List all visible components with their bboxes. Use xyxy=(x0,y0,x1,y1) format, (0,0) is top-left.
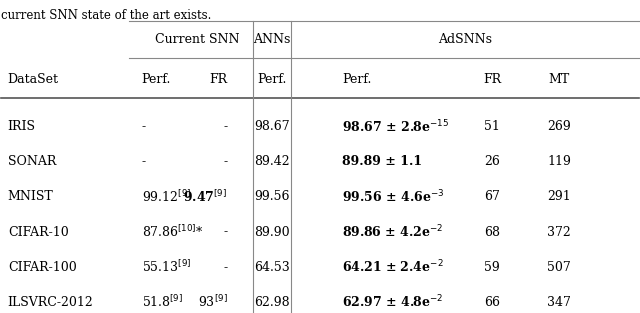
Text: Perf.: Perf. xyxy=(257,73,287,86)
Text: SONAR: SONAR xyxy=(8,155,56,168)
Text: 64.21 ± 2.4e$^{-2}$: 64.21 ± 2.4e$^{-2}$ xyxy=(342,259,444,275)
Text: 291: 291 xyxy=(547,190,571,203)
Text: -: - xyxy=(223,120,228,133)
Text: -: - xyxy=(141,120,146,133)
Text: 269: 269 xyxy=(547,120,571,133)
Text: IRIS: IRIS xyxy=(8,120,36,133)
Text: 55.13$^{[9]}$: 55.13$^{[9]}$ xyxy=(141,259,191,275)
Text: ILSVRC-2012: ILSVRC-2012 xyxy=(8,296,93,309)
Text: 372: 372 xyxy=(547,226,571,239)
Text: CIFAR-100: CIFAR-100 xyxy=(8,261,77,274)
Text: 99.56 ± 4.6e$^{-3}$: 99.56 ± 4.6e$^{-3}$ xyxy=(342,189,445,205)
Text: 62.97 ± 4.8e$^{-2}$: 62.97 ± 4.8e$^{-2}$ xyxy=(342,294,444,310)
Text: ANNs: ANNs xyxy=(253,33,291,46)
Text: 64.53: 64.53 xyxy=(254,261,290,274)
Text: 51: 51 xyxy=(484,120,500,133)
Text: -: - xyxy=(223,261,228,274)
Text: 89.86 ± 4.2e$^{-2}$: 89.86 ± 4.2e$^{-2}$ xyxy=(342,224,444,240)
Text: 89.42: 89.42 xyxy=(254,155,290,168)
Text: Current SNN: Current SNN xyxy=(155,33,239,46)
Text: -: - xyxy=(223,155,228,168)
Text: current SNN state of the art exists.: current SNN state of the art exists. xyxy=(1,9,212,22)
Text: 99.56: 99.56 xyxy=(255,190,290,203)
Text: 62.98: 62.98 xyxy=(254,296,290,309)
Text: 67: 67 xyxy=(484,190,500,203)
Text: 9.47$^{[9]}$: 9.47$^{[9]}$ xyxy=(183,189,228,205)
Text: CIFAR-10: CIFAR-10 xyxy=(8,226,68,239)
Text: 119: 119 xyxy=(547,155,571,168)
Text: 26: 26 xyxy=(484,155,500,168)
Text: DataSet: DataSet xyxy=(8,73,59,86)
Text: -: - xyxy=(141,155,146,168)
Text: MT: MT xyxy=(548,73,570,86)
Text: 98.67: 98.67 xyxy=(254,120,290,133)
Text: 66: 66 xyxy=(484,296,500,309)
Text: AdSNNs: AdSNNs xyxy=(438,33,492,46)
Text: 89.90: 89.90 xyxy=(254,226,290,239)
Text: Perf.: Perf. xyxy=(342,73,372,86)
Text: 99.12$^{[9]}$: 99.12$^{[9]}$ xyxy=(141,189,191,205)
Text: 51.8$^{[9]}$: 51.8$^{[9]}$ xyxy=(141,295,182,310)
Text: 59: 59 xyxy=(484,261,500,274)
Text: 93$^{[9]}$: 93$^{[9]}$ xyxy=(198,295,228,310)
Text: 87.86$^{[10]}$*: 87.86$^{[10]}$* xyxy=(141,224,204,240)
Text: 98.67 ± 2.8e$^{-15}$: 98.67 ± 2.8e$^{-15}$ xyxy=(342,118,450,135)
Text: 89.89 ± 1.1: 89.89 ± 1.1 xyxy=(342,155,422,168)
Text: FR: FR xyxy=(209,73,228,86)
Text: 347: 347 xyxy=(547,296,571,309)
Text: MNIST: MNIST xyxy=(8,190,54,203)
Text: Perf.: Perf. xyxy=(141,73,171,86)
Text: 68: 68 xyxy=(484,226,500,239)
Text: 507: 507 xyxy=(547,261,571,274)
Text: FR: FR xyxy=(483,73,501,86)
Text: -: - xyxy=(223,226,228,239)
